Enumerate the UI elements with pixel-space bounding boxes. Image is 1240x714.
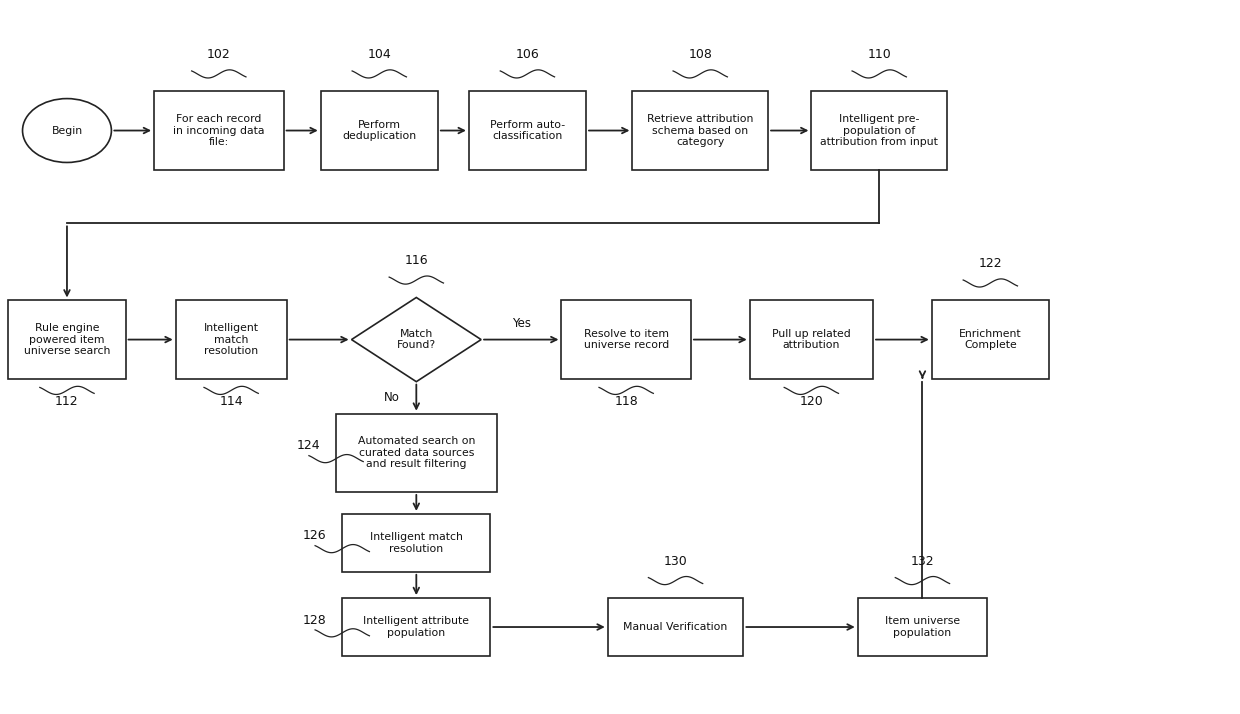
Text: Perform
deduplication: Perform deduplication: [342, 120, 417, 141]
FancyBboxPatch shape: [336, 413, 496, 492]
FancyBboxPatch shape: [562, 301, 691, 378]
Text: 102: 102: [207, 48, 231, 61]
FancyBboxPatch shape: [811, 91, 947, 170]
Text: 120: 120: [800, 395, 823, 408]
Text: Match
Found?: Match Found?: [397, 328, 436, 351]
Text: Manual Verification: Manual Verification: [624, 622, 728, 632]
Text: 124: 124: [296, 439, 320, 453]
Text: 128: 128: [303, 613, 326, 627]
Text: Perform auto-
classification: Perform auto- classification: [490, 120, 565, 141]
Text: Item universe
population: Item universe population: [885, 616, 960, 638]
Text: 126: 126: [303, 529, 326, 543]
Text: 114: 114: [219, 395, 243, 408]
FancyBboxPatch shape: [931, 301, 1049, 378]
Text: Intelligent pre-
population of
attribution from input: Intelligent pre- population of attributi…: [821, 114, 939, 147]
Text: Rule engine
powered item
universe search: Rule engine powered item universe search: [24, 323, 110, 356]
Text: Intelligent
match
resolution: Intelligent match resolution: [203, 323, 259, 356]
FancyBboxPatch shape: [342, 514, 490, 572]
FancyBboxPatch shape: [9, 301, 125, 378]
FancyBboxPatch shape: [750, 301, 873, 378]
FancyBboxPatch shape: [469, 91, 587, 170]
FancyBboxPatch shape: [154, 91, 284, 170]
Text: 108: 108: [688, 48, 712, 61]
Polygon shape: [351, 298, 481, 382]
Text: 112: 112: [55, 395, 79, 408]
FancyBboxPatch shape: [176, 301, 286, 378]
Text: Begin: Begin: [51, 126, 83, 136]
FancyBboxPatch shape: [608, 598, 744, 656]
Text: 110: 110: [867, 48, 892, 61]
Text: 116: 116: [404, 254, 428, 267]
Text: Yes: Yes: [512, 317, 531, 331]
Text: 130: 130: [663, 555, 687, 568]
Text: No: No: [383, 391, 399, 404]
Text: Enrichment
Complete: Enrichment Complete: [959, 328, 1022, 351]
Text: Resolve to item
universe record: Resolve to item universe record: [584, 328, 668, 351]
FancyBboxPatch shape: [342, 598, 490, 656]
Text: Intelligent attribute
population: Intelligent attribute population: [363, 616, 469, 638]
Text: 118: 118: [614, 395, 639, 408]
Text: 106: 106: [516, 48, 539, 61]
Text: 132: 132: [910, 555, 934, 568]
Text: Pull up related
attribution: Pull up related attribution: [773, 328, 851, 351]
Text: Automated search on
curated data sources
and result filtering: Automated search on curated data sources…: [357, 436, 475, 469]
FancyBboxPatch shape: [321, 91, 438, 170]
Text: Retrieve attribution
schema based on
category: Retrieve attribution schema based on cat…: [647, 114, 754, 147]
Text: For each record
in incoming data
file:: For each record in incoming data file:: [174, 114, 264, 147]
Text: 122: 122: [978, 257, 1002, 270]
Text: Intelligent match
resolution: Intelligent match resolution: [370, 532, 463, 553]
Text: 104: 104: [367, 48, 391, 61]
FancyBboxPatch shape: [858, 598, 987, 656]
FancyBboxPatch shape: [632, 91, 768, 170]
Ellipse shape: [22, 99, 112, 163]
